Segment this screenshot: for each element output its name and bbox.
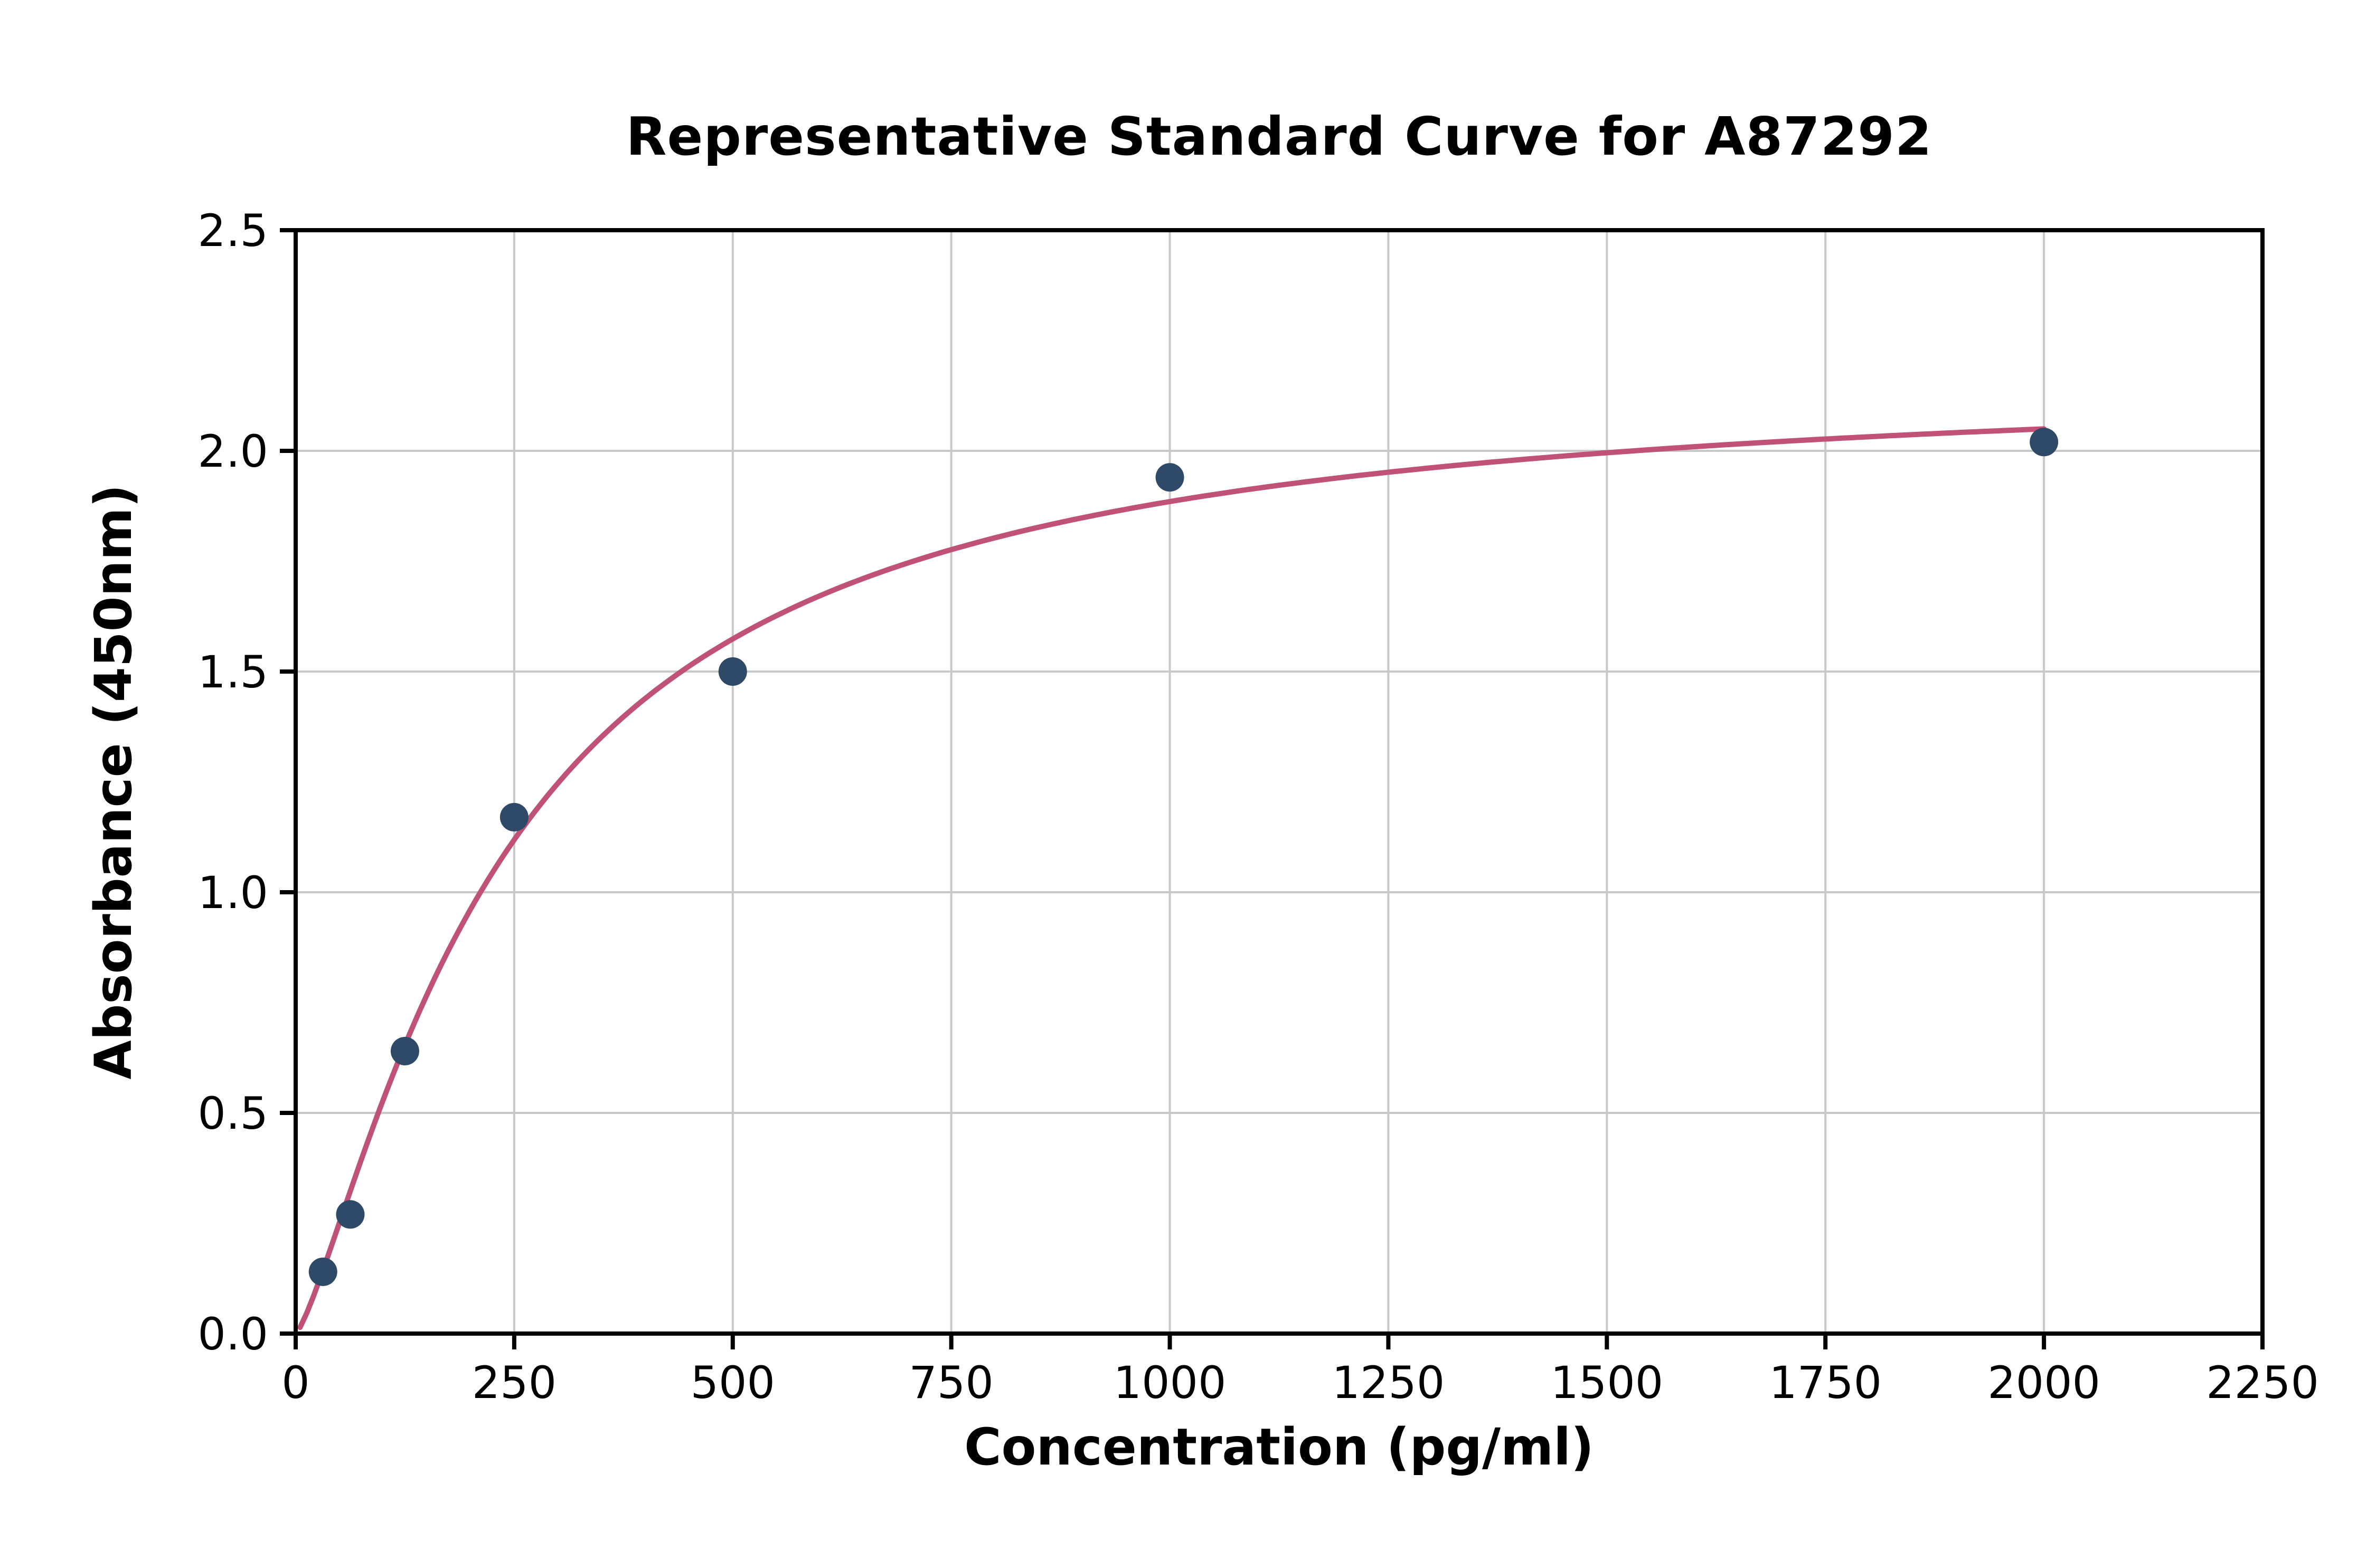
x-tick-label: 2250 xyxy=(2206,1357,2319,1409)
y-tick-label: 2.5 xyxy=(197,205,268,257)
x-tick-label: 1500 xyxy=(1550,1357,1663,1409)
x-tick-label: 2000 xyxy=(1987,1357,2100,1409)
y-tick-label: 0.0 xyxy=(197,1308,268,1360)
x-tick-label: 0 xyxy=(281,1357,309,1409)
fit-curve xyxy=(297,426,2047,1330)
y-tick-label: 1.5 xyxy=(197,646,268,698)
y-tick-label: 1.0 xyxy=(197,867,268,919)
data-point xyxy=(718,657,747,686)
data-point xyxy=(499,802,529,832)
x-tick-label: 1000 xyxy=(1114,1357,1227,1409)
x-tick-label: 250 xyxy=(472,1357,557,1409)
y-tick-label: 2.0 xyxy=(197,426,268,477)
x-tick-label: 1750 xyxy=(1769,1357,1882,1409)
chart-title: Representative Standard Curve for A87292 xyxy=(626,106,1932,167)
y-tick-label: 0.5 xyxy=(197,1088,268,1139)
data-point xyxy=(308,1257,337,1286)
plot-border xyxy=(294,228,2265,1336)
x-tick-label: 1250 xyxy=(1332,1357,1445,1409)
x-tick-label: 750 xyxy=(909,1357,993,1409)
data-point xyxy=(390,1036,419,1065)
x-tick-label: 500 xyxy=(691,1357,775,1409)
data-point xyxy=(2030,428,2059,457)
x-axis-label: Concentration (pg/ml) xyxy=(964,1418,1594,1477)
data-point xyxy=(1155,463,1184,492)
data-point xyxy=(336,1200,365,1229)
y-axis-label: Absorbance (450nm) xyxy=(84,484,143,1080)
